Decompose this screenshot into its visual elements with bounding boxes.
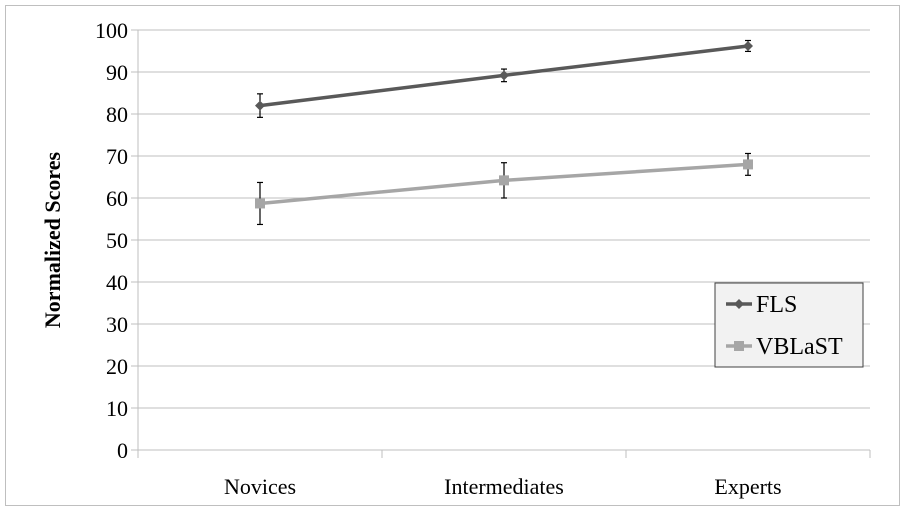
point-fls-2 <box>743 40 753 51</box>
x-tick-label-intermediates: Intermediates <box>444 474 564 499</box>
y-tick-label-40: 40 <box>106 270 128 295</box>
legend-marker-fls <box>734 299 744 309</box>
legend-label-fls: FLS <box>756 292 797 318</box>
series-vblast <box>255 152 753 226</box>
y-tick-label-80: 80 <box>106 102 128 127</box>
series-fls <box>255 39 753 118</box>
legend-marker-vblast <box>734 341 744 351</box>
x-tick-label-experts: Experts <box>714 474 781 499</box>
x-tick-label-novices: Novices <box>224 474 296 499</box>
y-tick-label-0: 0 <box>117 438 128 463</box>
y-tick-label-20: 20 <box>106 354 128 379</box>
legend-box <box>714 282 864 368</box>
point-vblast-1 <box>499 175 509 186</box>
y-tick-label-100: 100 <box>95 18 128 43</box>
x-axis: Novices Intermediates Experts <box>137 30 871 499</box>
series-layer <box>255 39 753 226</box>
point-fls-1 <box>499 70 509 81</box>
chart-border <box>5 5 900 506</box>
y-tick-label-30: 30 <box>106 312 128 337</box>
point-fls-0 <box>255 100 265 111</box>
point-vblast-2 <box>743 159 753 170</box>
y-tick-labels: 0 10 20 30 40 50 60 70 80 90 100 <box>95 18 128 463</box>
point-vblast-0 <box>255 198 265 209</box>
y-axis-title: Normalized Scores <box>40 151 65 328</box>
y-tick-label-10: 10 <box>106 396 128 421</box>
y-tick-label-60: 60 <box>106 186 128 211</box>
y-tick-label-90: 90 <box>106 60 128 85</box>
legend-label-vblast: VBLaST <box>756 334 843 360</box>
y-tick-label-70: 70 <box>106 144 128 169</box>
legend: FLS VBLaST <box>714 282 864 368</box>
y-tick-label-50: 50 <box>106 228 128 253</box>
